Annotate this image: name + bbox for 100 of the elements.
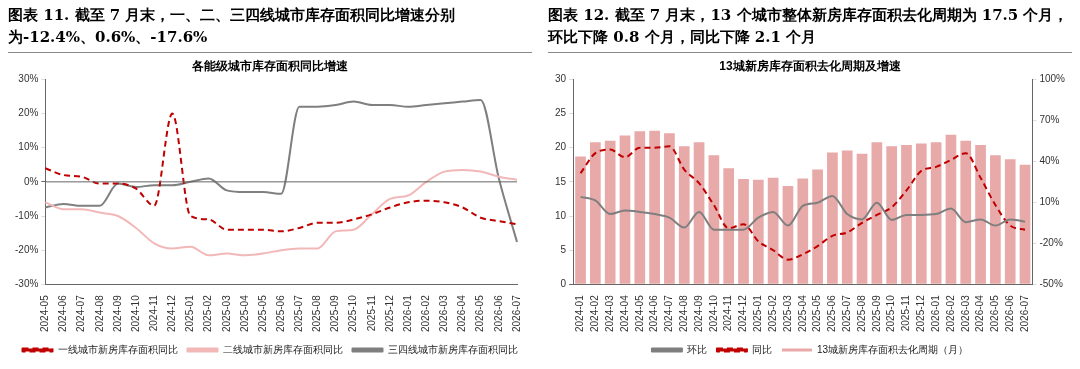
bar xyxy=(812,169,823,284)
x-tick-label: 2025-08 xyxy=(855,294,867,332)
x-tick-label: 2025-09 xyxy=(329,294,341,332)
y2-tick-label: 10% xyxy=(1039,196,1060,208)
x-tick-label: 2024-06 xyxy=(57,294,69,332)
x-tick-label: 2026-04 xyxy=(456,294,468,332)
legend-label: 二线城市新房库存面积同比 xyxy=(222,343,343,355)
x-tick-label: 2025-02 xyxy=(202,294,214,332)
y-tick-label: 0% xyxy=(23,175,39,187)
x-tick-label: 2026-03 xyxy=(438,294,450,332)
x-tick-label: 2026-02 xyxy=(944,294,956,332)
chart-subtitle: 各能级城市库存面积同比增速 xyxy=(191,58,349,73)
bar xyxy=(871,142,883,284)
bar xyxy=(604,140,616,284)
bar xyxy=(575,156,586,284)
y2-tick-label: -20% xyxy=(1039,237,1063,249)
line-series xyxy=(579,194,1027,231)
y2-tick-label: 70% xyxy=(1039,114,1060,126)
bar xyxy=(782,185,794,284)
y-tick-label: 10% xyxy=(18,141,39,153)
x-tick-label: 2025-07 xyxy=(840,294,852,332)
chart-title: 图表 11. 截至 7 月末，一、二、三四线城市库存面积同比增速分别为-12.4%、0.6%、-17.6% xyxy=(8,0,532,53)
bar xyxy=(649,130,660,284)
x-tick-label: 2024-09 xyxy=(692,294,704,332)
line-series xyxy=(44,168,518,257)
chart-subtitle: 13城新房库存面积去化周期及增速 xyxy=(719,58,902,73)
x-tick-label: 2025-11 xyxy=(365,294,377,332)
x-tick-label: 2025-10 xyxy=(347,294,359,332)
x-tick-label: 2026-03 xyxy=(959,294,971,332)
bar xyxy=(975,144,986,284)
legend-label: 13城新房库存面积去化周期（月） xyxy=(816,343,969,355)
bar xyxy=(664,133,675,284)
bar xyxy=(752,179,764,284)
bar xyxy=(693,142,705,284)
x-tick-label: 2026-05 xyxy=(474,294,486,332)
y-tick-label: 5 xyxy=(560,243,567,255)
y-tick-label: -20% xyxy=(14,243,39,255)
x-tick-label: 2025-06 xyxy=(274,294,286,332)
x-tick-label: 2024-11 xyxy=(147,294,159,332)
y2-tick-label: 100% xyxy=(1039,73,1066,85)
x-tick-label: 2025-09 xyxy=(870,294,882,332)
bar xyxy=(619,135,631,284)
legend-label: 三四线城市新房库存面积同比 xyxy=(387,343,518,355)
x-tick-label: 2026-07 xyxy=(1018,294,1030,332)
bar xyxy=(990,155,1001,284)
y-tick-label: -30% xyxy=(14,278,39,290)
line-series xyxy=(44,98,518,243)
x-tick-label: 2026-01 xyxy=(929,294,941,332)
x-tick-label: 2025-02 xyxy=(766,294,778,332)
y-tick-label: 20 xyxy=(555,141,567,153)
bar xyxy=(678,146,690,284)
x-tick-label: 2025-03 xyxy=(781,294,793,332)
x-tick-label: 2024-12 xyxy=(166,294,178,332)
x-tick-label: 2024-05 xyxy=(633,294,645,332)
y2-tick-label: -50% xyxy=(1039,278,1063,290)
x-tick-label: 2025-10 xyxy=(885,294,897,332)
x-tick-label: 2026-06 xyxy=(1003,294,1015,332)
bar xyxy=(856,153,868,284)
x-tick-label: 2025-07 xyxy=(293,294,305,332)
x-tick-label: 2024-03 xyxy=(603,294,615,332)
chart-title: 图表 12. 截至 7 月末，13 个城市整体新房库存面积去化周期为 17.5 个月，环比下降 0.8 个月，同比下降 2.1 个月 xyxy=(548,0,1072,53)
bar xyxy=(930,142,942,284)
x-tick-label: 2025-08 xyxy=(311,294,323,332)
x-tick-label: 2024-10 xyxy=(129,294,141,332)
x-tick-label: 2025-04 xyxy=(238,294,250,332)
bar xyxy=(901,144,912,284)
bar xyxy=(767,177,779,284)
bar xyxy=(634,131,646,284)
y2-tick-label: 40% xyxy=(1039,155,1060,167)
x-tick-label: 2024-06 xyxy=(648,294,660,332)
x-tick-label: 2025-06 xyxy=(826,294,838,332)
line-series xyxy=(579,145,1027,261)
x-tick-label: 2024-09 xyxy=(111,294,123,332)
x-tick-label: 2024-05 xyxy=(39,294,51,332)
x-tick-label: 2025-12 xyxy=(383,294,395,332)
x-tick-label: 2026-01 xyxy=(401,294,413,332)
bar xyxy=(827,152,838,284)
bar xyxy=(590,142,601,284)
bar xyxy=(945,134,957,284)
bar xyxy=(886,146,898,284)
y-tick-label: 20% xyxy=(18,107,39,119)
bar xyxy=(841,150,853,284)
x-tick-label: 2026-07 xyxy=(510,294,522,332)
x-tick-label: 2026-05 xyxy=(989,294,1001,332)
x-tick-label: 2024-07 xyxy=(663,294,675,332)
x-tick-label: 2024-12 xyxy=(737,294,749,332)
y-tick-label: 10 xyxy=(555,209,567,221)
line-series xyxy=(44,112,518,233)
x-tick-label: 2025-03 xyxy=(220,294,232,332)
x-tick-label: 2024-08 xyxy=(93,294,105,332)
x-tick-label: 2024-11 xyxy=(722,294,734,332)
x-tick-label: 2026-02 xyxy=(420,294,432,332)
y-tick-label: 0 xyxy=(560,278,567,290)
x-tick-label: 2026-04 xyxy=(974,294,986,332)
bar xyxy=(1019,164,1031,284)
bar xyxy=(1004,159,1016,284)
legend-label: 一线城市新房库存面积同比 xyxy=(57,343,178,355)
x-tick-label: 2025-05 xyxy=(811,294,823,332)
legend-label: 同比 xyxy=(751,343,772,355)
bar xyxy=(723,168,735,284)
